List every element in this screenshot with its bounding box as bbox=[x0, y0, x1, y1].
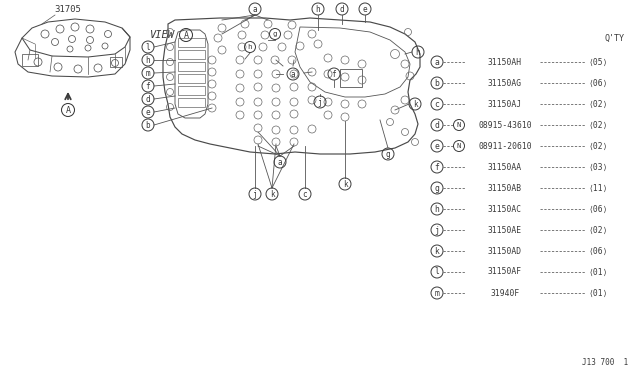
Text: ⟨02⟩: ⟨02⟩ bbox=[588, 121, 608, 129]
Text: e: e bbox=[363, 4, 367, 13]
Text: 31150AJ: 31150AJ bbox=[488, 99, 522, 109]
Text: ⟨01⟩: ⟨01⟩ bbox=[588, 289, 608, 298]
Text: a: a bbox=[435, 58, 440, 67]
Text: ⟨01⟩: ⟨01⟩ bbox=[588, 267, 608, 276]
Bar bbox=[178, 62, 205, 71]
Text: ⟨11⟩: ⟨11⟩ bbox=[588, 183, 608, 192]
Text: a: a bbox=[278, 157, 282, 167]
Text: b: b bbox=[146, 121, 150, 129]
Text: e: e bbox=[146, 108, 150, 116]
Bar bbox=[110, 57, 122, 67]
Text: d: d bbox=[340, 4, 344, 13]
Text: 31150AG: 31150AG bbox=[488, 78, 522, 87]
Bar bbox=[340, 69, 362, 87]
Text: d: d bbox=[435, 121, 440, 129]
Text: 31940F: 31940F bbox=[490, 289, 520, 298]
Text: k: k bbox=[413, 99, 417, 109]
Text: l: l bbox=[146, 42, 150, 51]
Text: e: e bbox=[435, 141, 440, 151]
Text: ⟨03⟩: ⟨03⟩ bbox=[588, 163, 608, 171]
Text: d: d bbox=[146, 94, 150, 103]
Text: f: f bbox=[332, 70, 336, 78]
Text: a: a bbox=[253, 4, 257, 13]
Text: h: h bbox=[316, 4, 320, 13]
Bar bbox=[178, 38, 205, 47]
Text: N: N bbox=[457, 122, 461, 128]
Text: k: k bbox=[435, 247, 440, 256]
Text: Q'TY: Q'TY bbox=[605, 33, 625, 42]
Text: h: h bbox=[146, 55, 150, 64]
Text: c: c bbox=[435, 99, 440, 109]
Text: k: k bbox=[269, 189, 275, 199]
Bar bbox=[178, 86, 205, 95]
Text: 31150AD: 31150AD bbox=[488, 247, 522, 256]
Text: h: h bbox=[416, 48, 420, 57]
Text: g: g bbox=[386, 150, 390, 158]
Text: g: g bbox=[435, 183, 440, 192]
Text: j: j bbox=[435, 225, 440, 234]
Bar bbox=[178, 98, 205, 107]
Text: b: b bbox=[435, 78, 440, 87]
Text: h: h bbox=[435, 205, 440, 214]
Text: 08915-43610: 08915-43610 bbox=[478, 121, 532, 129]
Text: m: m bbox=[435, 289, 440, 298]
Text: A: A bbox=[184, 31, 189, 39]
Bar bbox=[178, 50, 205, 59]
Bar bbox=[22, 54, 38, 66]
Text: g: g bbox=[273, 31, 277, 37]
Text: 31150AE: 31150AE bbox=[488, 225, 522, 234]
Text: 08911-20610: 08911-20610 bbox=[478, 141, 532, 151]
Text: 31150AH: 31150AH bbox=[488, 58, 522, 67]
Text: ⟨06⟩: ⟨06⟩ bbox=[588, 247, 608, 256]
Text: f: f bbox=[435, 163, 440, 171]
Text: 31150AF: 31150AF bbox=[488, 267, 522, 276]
Text: j: j bbox=[253, 189, 257, 199]
Text: h: h bbox=[248, 44, 252, 50]
Text: ⟨02⟩: ⟨02⟩ bbox=[588, 225, 608, 234]
Bar bbox=[178, 74, 205, 83]
Text: N: N bbox=[457, 143, 461, 149]
Text: 31150AA: 31150AA bbox=[488, 163, 522, 171]
Text: ⟨02⟩: ⟨02⟩ bbox=[588, 141, 608, 151]
Text: 31705: 31705 bbox=[54, 5, 81, 14]
Text: ⟨05⟩: ⟨05⟩ bbox=[588, 58, 608, 67]
Text: 31150AC: 31150AC bbox=[488, 205, 522, 214]
Text: a: a bbox=[291, 70, 295, 78]
Text: ⟨06⟩: ⟨06⟩ bbox=[588, 78, 608, 87]
Text: j: j bbox=[317, 97, 323, 106]
Text: k: k bbox=[342, 180, 348, 189]
Text: ⟨02⟩: ⟨02⟩ bbox=[588, 99, 608, 109]
Text: 31150AB: 31150AB bbox=[488, 183, 522, 192]
Text: c: c bbox=[303, 189, 307, 199]
Text: l: l bbox=[435, 267, 440, 276]
Text: VIEW: VIEW bbox=[150, 30, 175, 40]
Text: f: f bbox=[146, 81, 150, 90]
Text: ⟨06⟩: ⟨06⟩ bbox=[588, 205, 608, 214]
Text: A: A bbox=[65, 106, 70, 115]
Text: m: m bbox=[146, 68, 150, 77]
Text: J13 700  1: J13 700 1 bbox=[582, 358, 628, 367]
